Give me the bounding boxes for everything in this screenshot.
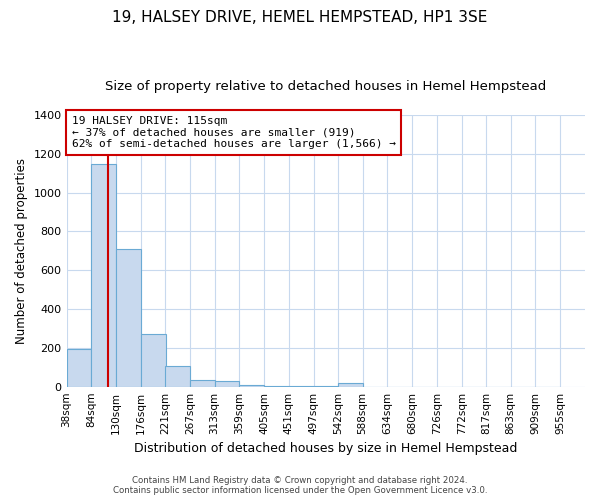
Y-axis label: Number of detached properties: Number of detached properties — [15, 158, 28, 344]
Bar — [338, 383, 362, 386]
Title: Size of property relative to detached houses in Hemel Hempstead: Size of property relative to detached ho… — [105, 80, 547, 93]
Text: Contains HM Land Registry data © Crown copyright and database right 2024.
Contai: Contains HM Land Registry data © Crown c… — [113, 476, 487, 495]
Bar — [116, 249, 141, 386]
Bar — [215, 381, 239, 386]
Bar — [239, 384, 264, 386]
Bar — [141, 334, 166, 386]
Bar — [91, 164, 116, 386]
Bar — [165, 366, 190, 386]
Bar — [190, 380, 215, 386]
Bar — [67, 349, 91, 387]
Text: 19, HALSEY DRIVE, HEMEL HEMPSTEAD, HP1 3SE: 19, HALSEY DRIVE, HEMEL HEMPSTEAD, HP1 3… — [112, 10, 488, 25]
X-axis label: Distribution of detached houses by size in Hemel Hempstead: Distribution of detached houses by size … — [134, 442, 517, 455]
Text: 19 HALSEY DRIVE: 115sqm
← 37% of detached houses are smaller (919)
62% of semi-d: 19 HALSEY DRIVE: 115sqm ← 37% of detache… — [72, 116, 396, 149]
